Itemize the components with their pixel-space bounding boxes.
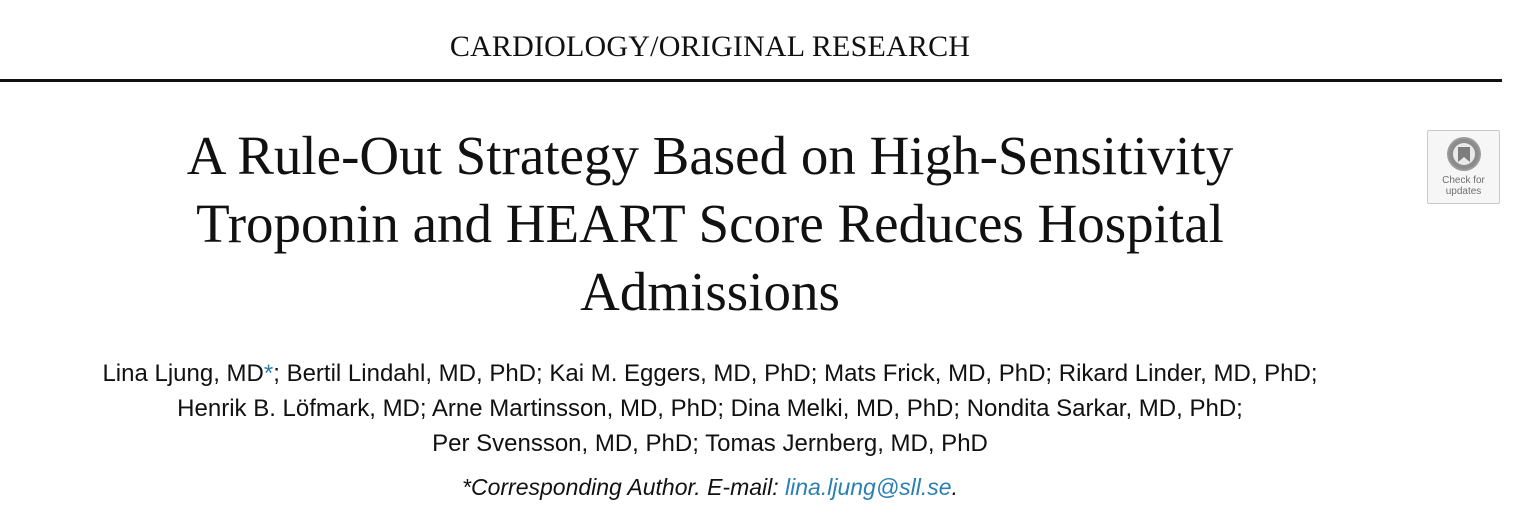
badge-label-line-2: updates	[1445, 186, 1482, 197]
author-line-3: Per Svensson, MD, PhD; Tomas Jernberg, M…	[432, 430, 988, 457]
header-divider	[0, 79, 1502, 82]
corresponding-author-name: Lina Ljung, MD	[102, 360, 264, 387]
corresponding-author-note: *Corresponding Author. E-mail: lina.ljun…	[0, 474, 1420, 501]
author-line-2: Henrik B. Löfmark, MD; Arne Martinsson, …	[177, 395, 1243, 422]
author-list: Lina Ljung, MD*; Bertil Lindahl, MD, PhD…	[0, 356, 1420, 461]
author-line-1-rest: ; Bertil Lindahl, MD, PhD; Kai M. Eggers…	[273, 360, 1318, 387]
title-line-3: Admissions	[580, 261, 840, 322]
corresponding-email-link[interactable]: lina.ljung@sll.se	[785, 474, 952, 500]
article-title: A Rule-Out Strategy Based on High-Sensit…	[120, 122, 1300, 326]
author-line-1: Lina Ljung, MD*; Bertil Lindahl, MD, PhD…	[0, 356, 1420, 391]
corresponding-prefix: *Corresponding Author. E-mail:	[462, 474, 786, 500]
title-line-1: A Rule-Out Strategy Based on High-Sensit…	[186, 125, 1234, 186]
badge-label-line-1: Check for	[1442, 175, 1485, 186]
section-label: CARDIOLOGY/ORIGINAL RESEARCH	[449, 30, 971, 63]
check-for-updates-badge[interactable]: Check for updates	[1427, 130, 1500, 204]
badge-label: Check for updates	[1428, 175, 1499, 197]
corresponding-suffix: .	[951, 474, 958, 500]
title-line-2: Troponin and HEART Score Reduces Hospita…	[196, 193, 1224, 254]
corresponding-author-marker[interactable]: *	[263, 360, 274, 387]
check-for-updates-icon	[1447, 137, 1481, 171]
